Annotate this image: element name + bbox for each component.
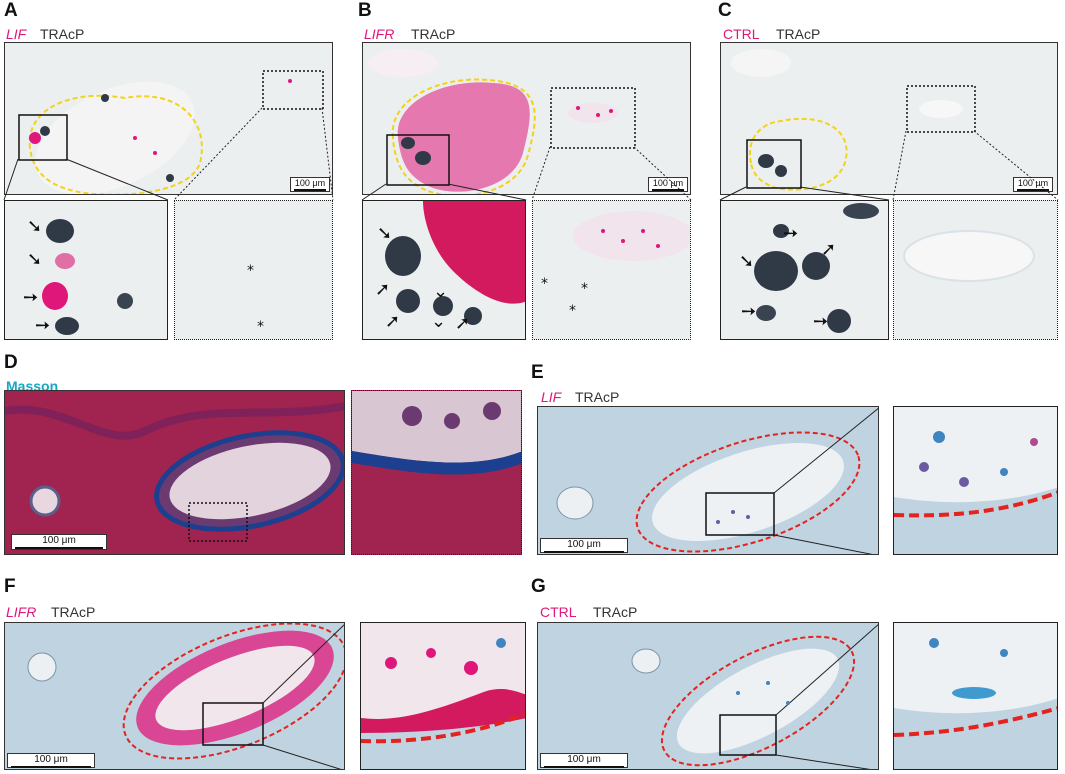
panel-f-inset (360, 622, 526, 770)
panel-c-label: C (718, 0, 732, 21)
panel-c-scale-label: 100 μm (1017, 178, 1049, 188)
panel-e-inset (893, 406, 1058, 555)
panel-e-stain-trap: TRAcP (575, 389, 620, 405)
panel-c-inset-1: ➙ ➚ ➘ ➙ ➙ (720, 200, 889, 340)
inset-box-dotted (550, 87, 636, 149)
red-boundary (894, 706, 1057, 737)
panel-a-stain-trap: TRAcP (40, 26, 85, 42)
lif-signal (29, 132, 41, 144)
panel-g-overview: 100 μm (537, 622, 879, 770)
arrow-icon: ➙ (813, 311, 829, 332)
arrow-icon: ➚ (375, 279, 391, 300)
arrow-icon: ➘ (27, 249, 43, 270)
canal-shape (652, 442, 844, 542)
panel-b-stain-trap: TRAcP (411, 26, 456, 42)
panel-a-inset-2: * * (174, 200, 333, 340)
panel-b-inset-1: ➘ ➚ ➚ ➚ ⌄ ⌄ (362, 200, 526, 340)
arrow-icon: ➘ (377, 223, 393, 244)
arrow-icon: ➚ (385, 311, 401, 332)
panel-c-inset-2 (893, 200, 1058, 340)
panel-b-label: B (358, 0, 372, 21)
panel-e-label: E (531, 362, 544, 383)
red-outline (122, 623, 344, 760)
panel-g-stain-trap: TRAcP (593, 604, 638, 620)
panel-f-label: F (4, 576, 16, 597)
inset-box-dotted (262, 70, 324, 110)
panel-d-inset (351, 390, 522, 555)
arrow-icon: ➙ (741, 301, 757, 322)
panel-d-scale-label: 100 μm (42, 535, 76, 546)
panel-f-stain-trap: TRAcP (51, 604, 96, 620)
panel-d-overview: 100 μm (4, 390, 345, 555)
panel-c-stain-trap: TRAcP (776, 26, 821, 42)
panel-e-stain-lif: LIF (541, 389, 562, 405)
lifr-signal (136, 630, 334, 746)
panel-b-overview: 100 μm (362, 42, 691, 195)
panel-a-label: A (4, 0, 18, 21)
arrow-icon: ➙ (23, 287, 39, 308)
inset-box-solid (202, 702, 264, 746)
arrowhead-icon: ⌄ (433, 281, 449, 302)
canal-shape (368, 49, 438, 77)
trap-signal (40, 126, 50, 136)
asterisk-marker: * (541, 276, 548, 292)
asterisk-marker: * (247, 263, 254, 279)
panel-a-scalebar: 100 μm (290, 177, 330, 192)
panel-b-scale-label: 100 μm (652, 178, 684, 188)
red-boundary (361, 711, 525, 744)
asterisk-marker: * (257, 319, 264, 335)
panel-g-scale-label: 100 μm (567, 754, 601, 765)
inset-box-solid (746, 139, 802, 189)
panel-g-scalebar: 100 μm (540, 753, 628, 768)
inset-box-solid (386, 134, 450, 186)
panel-b-scalebar: 100 μm (648, 177, 688, 192)
panel-f-stain-lifr: LIFR (6, 604, 37, 620)
red-outline (635, 431, 861, 553)
panel-a-overview-drawing (18, 70, 324, 194)
yellow-outline (749, 117, 848, 191)
arrowhead-icon: ⌄ (431, 311, 447, 332)
arrow-icon: ➘ (27, 216, 43, 237)
panel-b-stain-lifr: LIFR (364, 26, 395, 42)
inset-box-solid (705, 492, 775, 536)
inset-box-dotted (906, 85, 976, 133)
canal-shape (35, 81, 195, 194)
panel-a-inset-1: ➘ ➘ ➙ ➙ (4, 200, 168, 340)
inset-box-dotted (188, 502, 248, 542)
panel-a-overview: 100 μm (4, 42, 333, 195)
red-boundary (894, 490, 1057, 518)
canal-shape (676, 648, 840, 754)
panel-f-overview: 100 μm (4, 622, 345, 770)
panel-c-overview: 100 μm (720, 42, 1058, 195)
arrow-icon: ➘ (739, 251, 755, 272)
canal-shape (154, 430, 344, 532)
yellow-outline (391, 78, 536, 194)
arrow-icon: ➚ (821, 239, 837, 260)
panel-e-scale-label: 100 μm (567, 539, 601, 550)
panel-g-label: G (531, 576, 546, 597)
panel-a-stain-lif: LIF (6, 26, 27, 42)
panel-c-scalebar: 100 μm (1013, 177, 1053, 192)
panel-f-scale-label: 100 μm (34, 754, 68, 765)
panel-e-overview: 100 μm (537, 406, 879, 555)
panel-d-label: D (4, 352, 18, 373)
panel-a-scale-label: 100 μm (294, 178, 326, 188)
arrow-icon: ➚ (455, 313, 471, 334)
panel-b-inset-2: * * * (532, 200, 691, 340)
asterisk-marker: * (569, 303, 576, 319)
panel-g-stain-ctrl: CTRL (540, 604, 577, 620)
yellow-outline (28, 94, 203, 194)
inset-box-solid (719, 714, 777, 756)
arrow-icon: ➙ (783, 223, 799, 244)
red-outline (660, 635, 856, 767)
asterisk-marker: * (581, 281, 588, 297)
lifr-signal (397, 82, 530, 192)
arrow-icon: ➙ (35, 315, 51, 336)
panel-e-scalebar: 100 μm (540, 538, 628, 553)
inset-box-solid (18, 114, 68, 161)
panel-d-scalebar: 100 μm (11, 534, 107, 550)
panel-f-scalebar: 100 μm (7, 753, 95, 768)
panel-c-stain-ctrl: CTRL (723, 26, 760, 42)
panel-g-inset (893, 622, 1058, 770)
